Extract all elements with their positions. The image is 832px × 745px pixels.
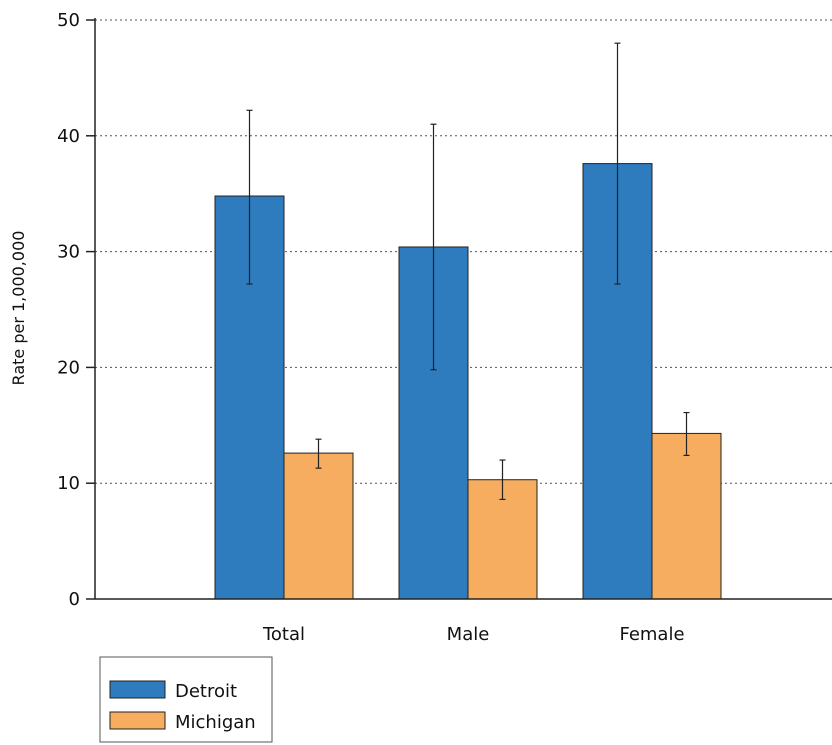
y-tick-label: 50 xyxy=(57,10,80,31)
y-tick-label: 20 xyxy=(57,357,80,378)
y-tick-label: 10 xyxy=(57,473,80,494)
x-tick-label: Female xyxy=(619,624,684,645)
legend: Detroit Michigan xyxy=(99,656,273,743)
y-tick-label: 40 xyxy=(57,126,80,147)
bar-michigan-total xyxy=(283,452,354,600)
legend-label-detroit: Detroit xyxy=(175,681,237,702)
y-tick-label: 30 xyxy=(57,242,80,263)
x-tick-label: Male xyxy=(447,624,490,645)
legend-box xyxy=(99,656,273,743)
x-tick-label: Total xyxy=(262,624,305,645)
bars xyxy=(214,42,722,600)
legend-swatch-michigan xyxy=(109,711,166,730)
y-tick-label: 0 xyxy=(69,589,80,610)
legend-swatch-detroit xyxy=(109,680,166,699)
bar-michigan-female xyxy=(651,432,722,600)
axes xyxy=(94,18,832,600)
tick-labels: 0 10 20 30 40 50 Total Male Female xyxy=(57,10,684,645)
legend-label-michigan: Michigan xyxy=(175,712,256,733)
y-axis-title: Rate per 1,000,000 xyxy=(9,231,28,386)
